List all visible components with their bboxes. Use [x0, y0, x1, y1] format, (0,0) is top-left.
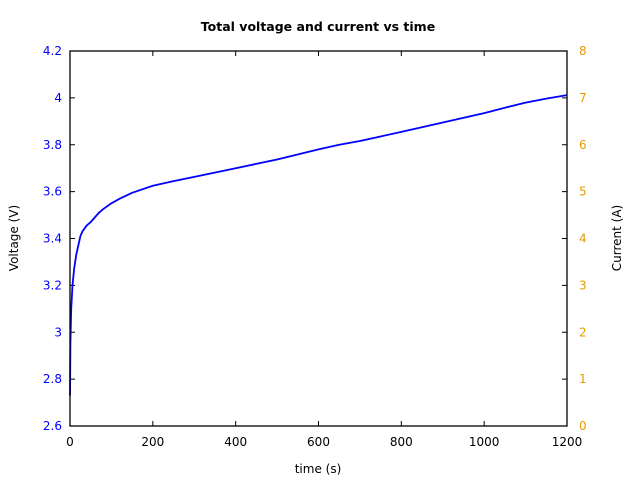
x-tick-label: 400	[224, 435, 247, 449]
y-right-tick-label: 6	[579, 138, 587, 152]
y-tick-label: 3.6	[43, 185, 62, 199]
y-right-tick-label: 5	[579, 185, 587, 199]
x-tick-label: 1000	[469, 435, 500, 449]
y-right-tick-label: 4	[579, 232, 587, 246]
y-tick-label: 3	[54, 325, 62, 339]
y-right-tick-label: 7	[579, 91, 587, 105]
y-right-tick-label: 2	[579, 325, 587, 339]
y-tick-label: 3.2	[43, 278, 62, 292]
x-tick-label: 1200	[552, 435, 583, 449]
x-tick-label: 0	[66, 435, 74, 449]
y-tick-label: 4	[54, 91, 62, 105]
x-tick-label: 800	[390, 435, 413, 449]
y-axis-right-label: Current (A)	[610, 205, 624, 271]
plot-frame	[69, 50, 568, 427]
x-tick-label: 200	[141, 435, 164, 449]
chart-title: Total voltage and current vs time	[201, 19, 435, 34]
y-tick-label: 4.2	[43, 44, 62, 58]
y-tick-label: 3.4	[43, 232, 62, 246]
x-tick-label: 600	[307, 435, 330, 449]
y-right-tick-label: 3	[579, 278, 587, 292]
y-right-tick-label: 8	[579, 44, 587, 58]
y-axis-label: Voltage (V)	[7, 205, 21, 271]
voltage-line	[69, 94, 568, 396]
y-right-tick-label: 0	[579, 419, 587, 433]
y-tick-label: 3.8	[43, 138, 62, 152]
axes: 0 200 400 600 800 1000 1200 2.6 2.8 3 3.2 3.4 3.6 3.8…	[43, 44, 587, 449]
y-right-tick-label: 1	[579, 372, 587, 386]
y-tick-label: 2.6	[43, 419, 62, 433]
x-axis-label: time (s)	[295, 462, 342, 476]
y-tick-label: 2.8	[43, 372, 62, 386]
